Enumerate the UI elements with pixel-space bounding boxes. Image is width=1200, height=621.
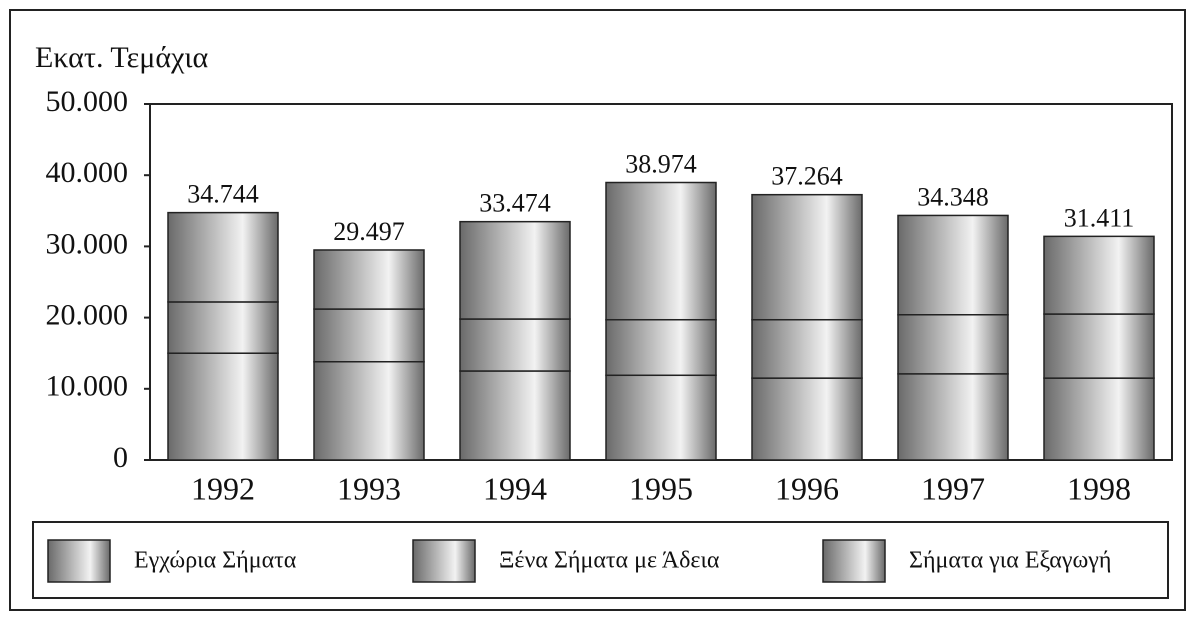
- bar-segment: [605, 374, 717, 461]
- x-tick-label: 1995: [629, 470, 693, 506]
- y-tick-label: 0: [113, 441, 128, 474]
- legend-label: Ξένα Σήματα με Άδεια: [499, 548, 720, 574]
- total-label: 37.264: [771, 162, 843, 191]
- total-label: 34.348: [917, 182, 989, 211]
- bar-segment: [1043, 377, 1155, 461]
- bar-segment: [459, 370, 571, 461]
- y-tick-label: 30.000: [46, 227, 129, 260]
- y-axis-label: Εκατ. Τεμάχια: [35, 41, 208, 74]
- bar-segment: [751, 377, 863, 461]
- legend-swatch: [412, 539, 476, 583]
- bar-segment: [751, 318, 863, 379]
- bar-segment: [313, 249, 425, 310]
- x-tick-label: 1992: [191, 470, 255, 506]
- bar-segment: [897, 373, 1009, 461]
- bar-segment: [1043, 235, 1155, 315]
- x-tick-label: 1994: [483, 470, 547, 506]
- total-label: 33.474: [479, 189, 551, 218]
- x-tick-label: 1998: [1067, 470, 1131, 506]
- bar-segment: [459, 318, 571, 372]
- frame: [9, 9, 1186, 611]
- bar-segment: [313, 360, 425, 461]
- bar-segment: [751, 193, 863, 321]
- bar-segment: [605, 318, 717, 377]
- bar-segment: [459, 220, 571, 320]
- legend-label: Εγχώρια Σήματα: [134, 548, 297, 574]
- legend-box: [32, 521, 1169, 599]
- x-tick-label: 1997: [921, 470, 985, 506]
- bar-segment: [897, 314, 1009, 375]
- bar-segment: [167, 211, 279, 303]
- y-tick-label: 40.000: [46, 156, 129, 189]
- bar-segment: [1043, 313, 1155, 379]
- legend-swatch: [47, 539, 111, 583]
- bar-segment: [167, 352, 279, 461]
- bar-segment: [897, 214, 1009, 316]
- y-tick-label: 50.000: [46, 85, 129, 118]
- x-tick-label: 1996: [775, 470, 839, 506]
- total-label: 34.744: [187, 180, 259, 209]
- x-tick-label: 1993: [337, 470, 401, 506]
- bar-segment: [167, 301, 279, 354]
- legend-swatch: [822, 539, 886, 583]
- bar-segment: [605, 181, 717, 321]
- y-tick-label: 20.000: [46, 298, 129, 331]
- legend-label: Σήματα για Εξαγωγή: [909, 548, 1111, 574]
- y-tick-label: 10.000: [46, 370, 129, 403]
- total-label: 31.411: [1064, 203, 1135, 232]
- total-label: 29.497: [333, 217, 405, 246]
- bar-segment: [313, 308, 425, 363]
- total-label: 38.974: [625, 149, 697, 178]
